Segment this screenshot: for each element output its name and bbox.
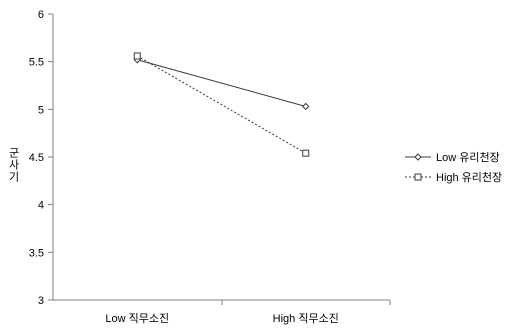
y-axis-label: 군사기: [7, 147, 19, 183]
data-point-square: [133, 52, 141, 60]
y-ticks: 3 3.5 4 4.5 5 5.5 6: [29, 9, 53, 307]
y-tick-label: 3.5: [29, 247, 44, 259]
data-point-diamond: [302, 102, 310, 111]
data-point-square: [414, 173, 422, 181]
y-tick-label: 5: [38, 104, 44, 116]
series-line: [137, 59, 306, 107]
x-tick-label: Low 직무소진: [105, 312, 169, 325]
series-1: [133, 56, 310, 111]
x-tick-label: High 직무소진: [273, 312, 339, 325]
y-tick-label: 3: [38, 295, 44, 307]
y-tick-label: 4: [38, 200, 44, 212]
series-group: [133, 52, 310, 157]
y-tick-label: 5.5: [29, 57, 44, 69]
axes: [52, 14, 391, 305]
y-tick-label: 4.5: [29, 152, 44, 164]
legend: Low 유리천장 High 유리천장: [405, 150, 502, 184]
data-point-square: [302, 149, 310, 157]
series-2: [133, 52, 310, 157]
legend-item-2: High 유리천장: [405, 170, 502, 184]
legend-label: Low 유리천장: [436, 150, 500, 164]
series-line: [137, 55, 306, 154]
legend-label: High 유리천장: [436, 170, 502, 184]
data-point-diamond: [414, 153, 422, 161]
y-tick-label: 6: [38, 9, 44, 21]
x-ticks: Low 직무소진 High 직무소진: [105, 312, 338, 325]
legend-item-1: Low 유리천장: [405, 150, 500, 164]
